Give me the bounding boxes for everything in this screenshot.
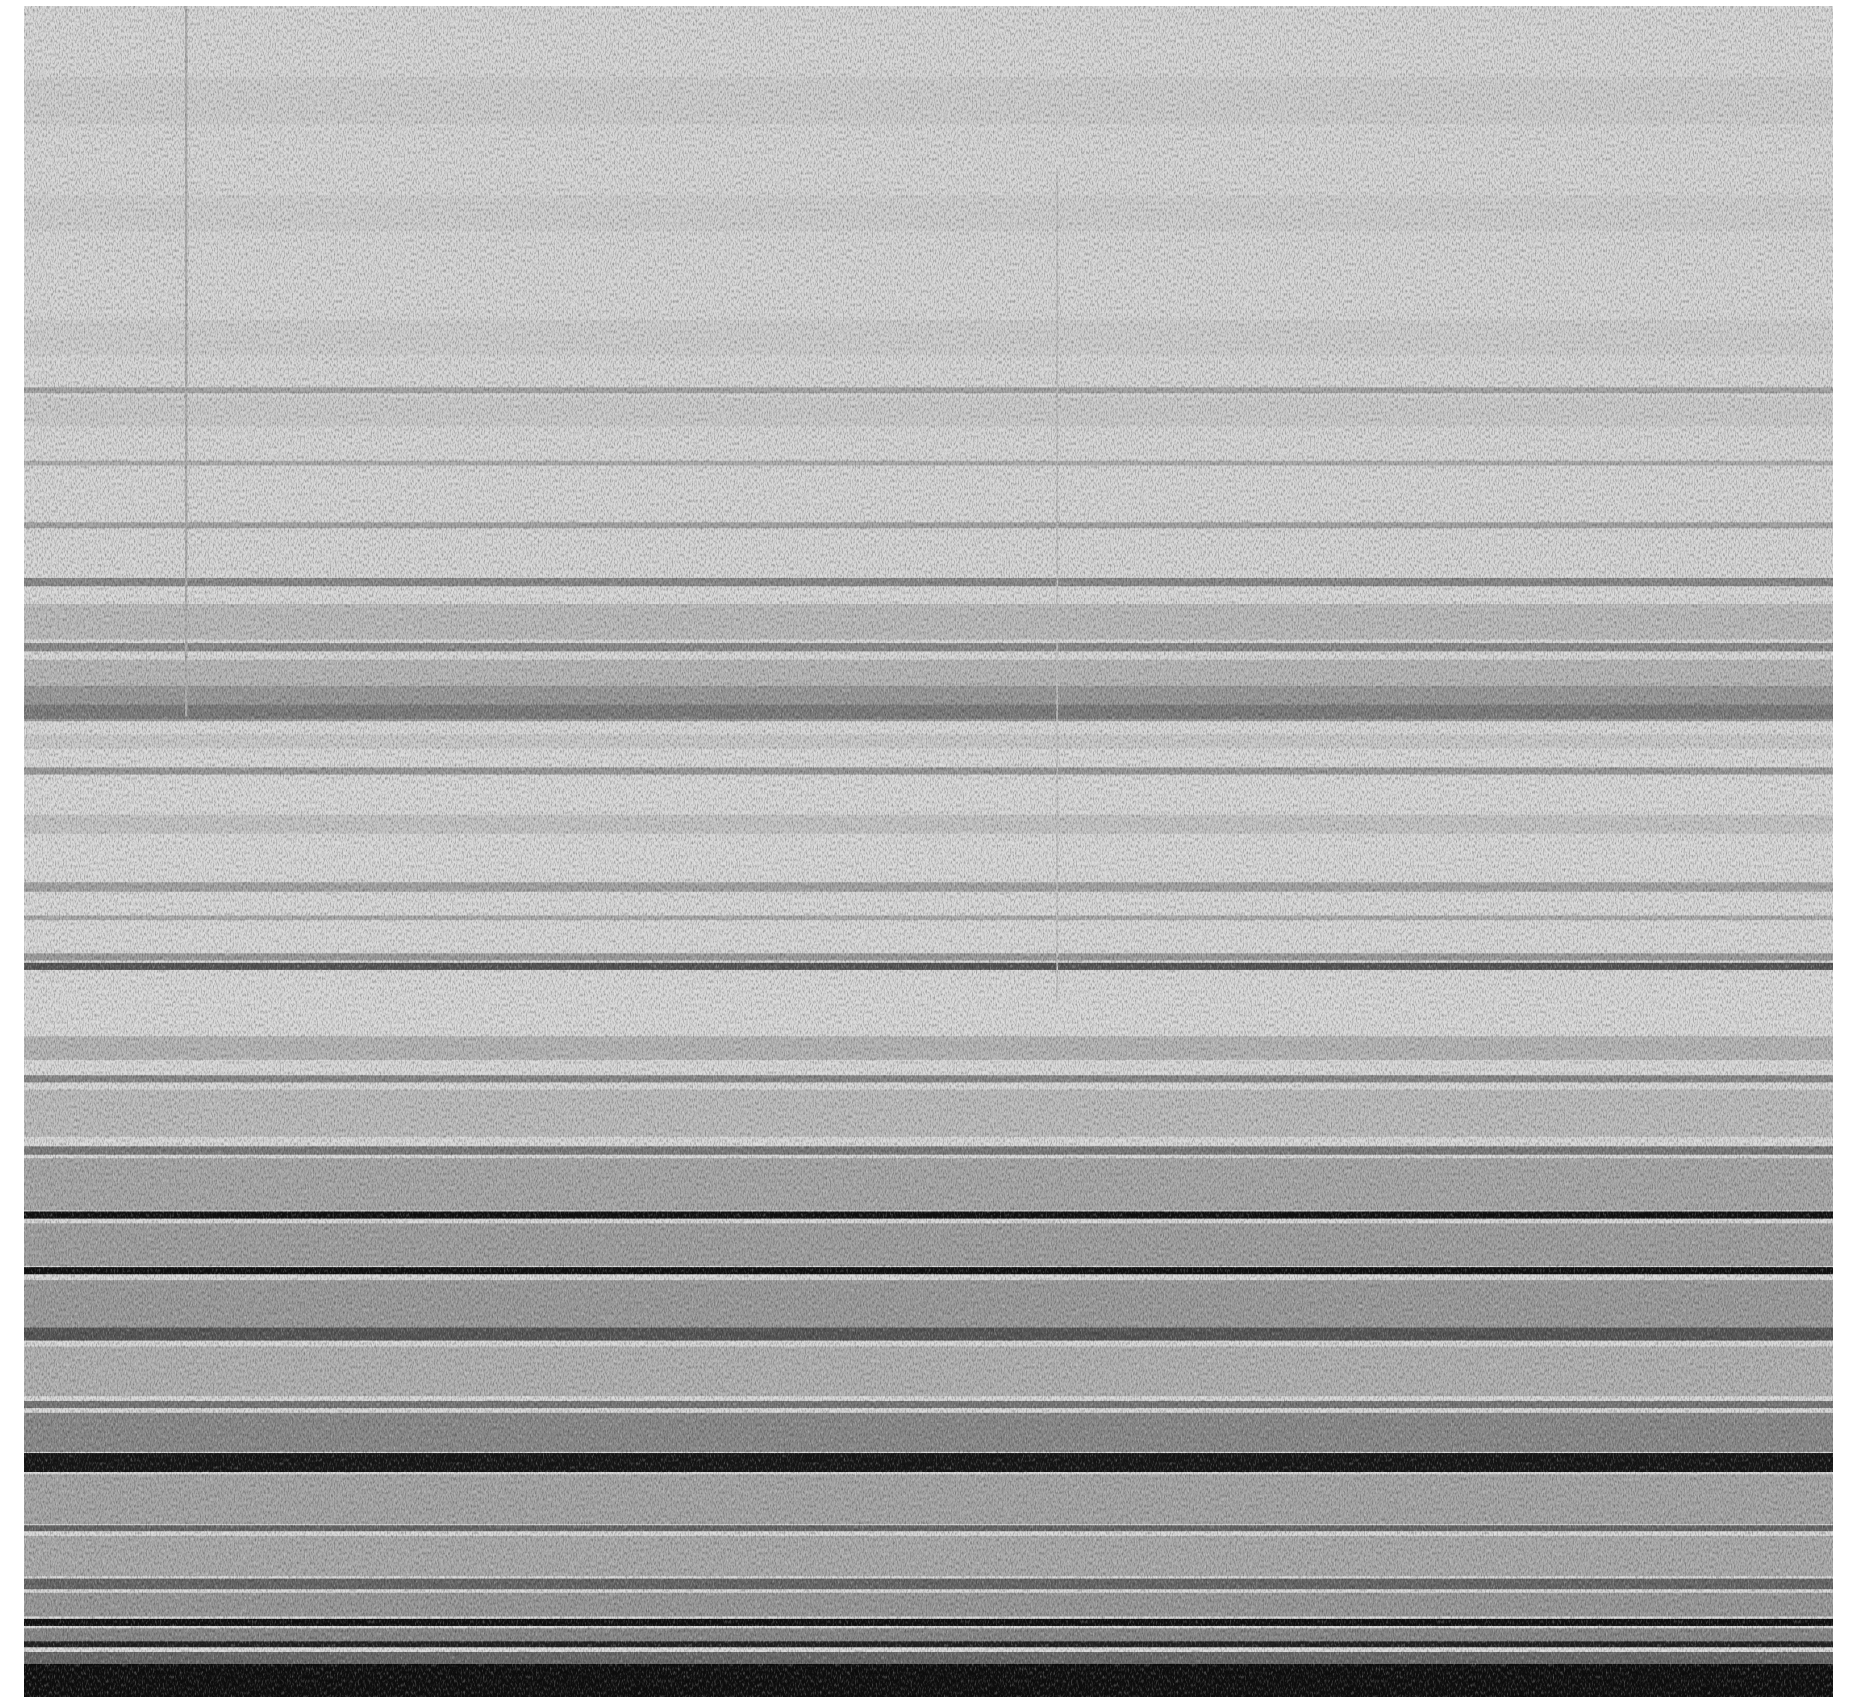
spectrogram-image (24, 6, 1833, 1697)
noise-light (24, 574, 1833, 1697)
page (0, 0, 1857, 1697)
